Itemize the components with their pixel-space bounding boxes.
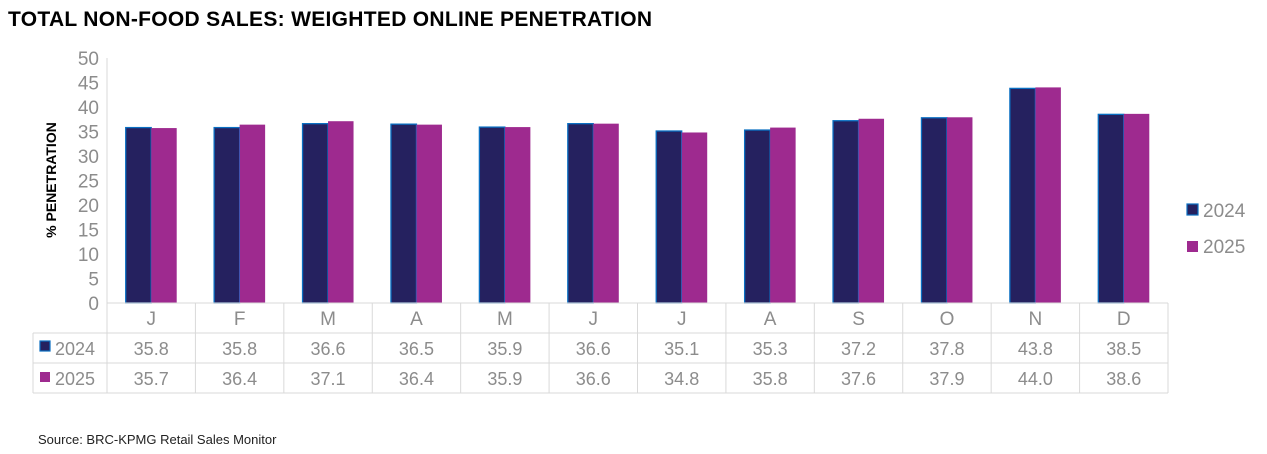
table-series-label-2025: 2025 <box>55 369 95 389</box>
bar-2024 <box>567 123 594 304</box>
bar-2025 <box>151 128 177 303</box>
bar-2025 <box>504 127 531 303</box>
bar-2024 <box>301 123 329 304</box>
bar-2024 <box>390 123 418 304</box>
data-label-2025: 36.4 <box>399 369 434 389</box>
y-tick-label: 0 <box>88 294 99 315</box>
data-label-2025: 35.8 <box>753 369 788 389</box>
bar-2025 <box>593 123 619 303</box>
x-tick-label: J <box>677 309 687 330</box>
x-tick-label: M <box>497 309 513 330</box>
data-label-2024: 36.6 <box>576 339 611 359</box>
x-tick-label: A <box>764 309 777 330</box>
x-tick-label: J <box>146 309 156 330</box>
legend-key-2024 <box>39 340 51 352</box>
bar-2024 <box>920 117 948 304</box>
x-tick-label: M <box>320 309 336 330</box>
data-label-2025: 37.6 <box>841 369 876 389</box>
y-tick-label: 15 <box>78 221 99 242</box>
bar-2025 <box>328 121 354 304</box>
y-tick-label: 35 <box>78 123 99 144</box>
y-axis-title: % PENETRATION <box>43 122 59 238</box>
chart-title: TOTAL NON-FOOD SALES: WEIGHTED ONLINE PE… <box>8 8 653 31</box>
bar-2025 <box>858 118 885 303</box>
x-tick-label: A <box>410 309 423 330</box>
data-label-2024: 43.8 <box>1018 339 1053 359</box>
x-tick-label: S <box>852 309 865 330</box>
data-label-2025: 35.9 <box>487 369 522 389</box>
data-label-2024: 38.5 <box>1106 339 1141 359</box>
data-label-2025: 44.0 <box>1018 369 1053 389</box>
table-series-label-2024: 2024 <box>55 339 95 359</box>
bar-2024 <box>1009 87 1037 304</box>
bar-2024 <box>478 126 506 304</box>
x-tick-label: D <box>1117 309 1131 330</box>
data-label-2025: 34.8 <box>664 369 699 389</box>
y-tick-label: 40 <box>78 98 99 119</box>
data-label-2025: 37.1 <box>311 369 346 389</box>
data-label-2024: 35.9 <box>487 339 522 359</box>
y-tick-label: 45 <box>78 74 99 95</box>
data-label-2024: 35.1 <box>664 339 699 359</box>
data-label-2025: 35.7 <box>134 369 169 389</box>
bar-2024 <box>1097 113 1125 304</box>
bar-2025 <box>770 127 796 303</box>
data-label-2024: 36.5 <box>399 339 434 359</box>
data-label-2024: 36.6 <box>311 339 346 359</box>
bar-2025 <box>1035 87 1061 304</box>
bar-2024 <box>743 129 771 304</box>
legend-label-2024: 2024 <box>1203 201 1246 222</box>
x-tick-label: F <box>234 309 246 330</box>
data-label-2025: 36.4 <box>222 369 257 389</box>
x-tick-label: J <box>589 309 599 330</box>
bar-2025 <box>416 124 442 303</box>
x-tick-label: O <box>940 309 955 330</box>
legend-key-2025 <box>40 372 50 382</box>
source-note: Source: BRC-KPMG Retail Sales Monitor <box>38 432 277 447</box>
bar-2024 <box>655 130 683 304</box>
data-label-2024: 37.8 <box>929 339 964 359</box>
x-tick-label: N <box>1029 309 1043 330</box>
y-tick-label: 20 <box>78 196 99 217</box>
legend-swatch-2025 <box>1187 241 1198 252</box>
data-label-2024: 35.8 <box>134 339 169 359</box>
legend-label-2025: 2025 <box>1203 237 1245 258</box>
y-tick-label: 5 <box>88 270 99 291</box>
y-tick-label: 50 <box>78 49 99 70</box>
bar-2024 <box>125 126 152 304</box>
data-label-2024: 35.3 <box>753 339 788 359</box>
y-tick-label: 25 <box>78 172 99 193</box>
y-tick-label: 30 <box>78 147 99 168</box>
legend-swatch-2024 <box>1186 203 1199 216</box>
bar-2024 <box>213 126 241 304</box>
bar-2025 <box>239 124 266 303</box>
data-label-2025: 36.6 <box>576 369 611 389</box>
data-label-2025: 37.9 <box>929 369 964 389</box>
bar-2025 <box>1123 113 1150 303</box>
bar-2025 <box>946 117 973 303</box>
data-label-2024: 37.2 <box>841 339 876 359</box>
data-label-2025: 38.6 <box>1106 369 1141 389</box>
data-label-2024: 35.8 <box>222 339 257 359</box>
y-tick-label: 10 <box>78 245 99 266</box>
bar-2025 <box>681 132 708 303</box>
bar-2024 <box>832 120 860 304</box>
